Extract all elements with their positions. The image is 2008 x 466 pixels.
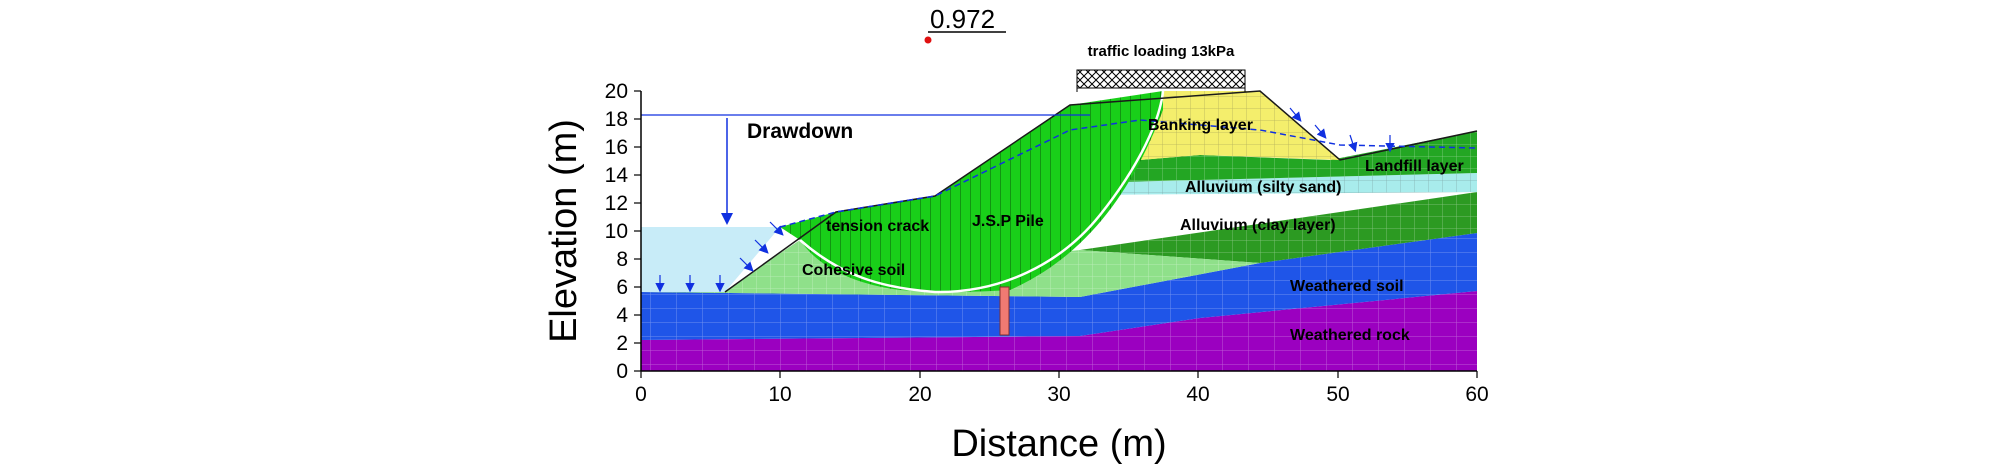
y-tick-label: 16 bbox=[605, 136, 628, 159]
x-axis-tick-labels: 0 10 20 30 40 50 60 bbox=[635, 383, 1489, 406]
drawdown-label: Drawdown bbox=[747, 120, 853, 143]
ground-surface bbox=[724, 90, 1478, 293]
x-axis-title: Distance (m) bbox=[951, 423, 1166, 465]
y-tick-label: 8 bbox=[616, 248, 628, 271]
banking-layer bbox=[1140, 91, 1340, 160]
y-tick-label: 0 bbox=[616, 360, 628, 383]
jsp-pile bbox=[999, 286, 1010, 336]
slip-centre-point bbox=[924, 36, 932, 44]
traffic-loading-label: traffic loading 13kPa bbox=[1088, 43, 1235, 60]
landfill-layer-label: Landfill layer bbox=[1365, 158, 1464, 175]
x-tick-label: 30 bbox=[1047, 383, 1070, 406]
alluvium-sand-label: Alluvium (silty sand) bbox=[1185, 179, 1341, 196]
factor-of-safety-label: 0.972 bbox=[930, 4, 995, 34]
slip-mass bbox=[780, 90, 1165, 294]
y-tick-label: 4 bbox=[616, 304, 628, 327]
weathered-soil-layer bbox=[641, 233, 1477, 340]
y-tick-label: 6 bbox=[616, 276, 628, 299]
y-axis-tick-labels: 0 2 4 6 8 10 12 14 16 18 20 bbox=[605, 80, 629, 383]
alluvium-clay-layer bbox=[1080, 192, 1477, 263]
y-tick-label: 18 bbox=[605, 108, 628, 131]
banking-layer-label: Banking layer bbox=[1148, 117, 1253, 134]
jsp-pile-label: J.S.P Pile bbox=[972, 213, 1044, 230]
weathered-soil-label: Weathered soil bbox=[1290, 278, 1404, 295]
cohesive-soil-label: Cohesive soil bbox=[802, 262, 905, 279]
x-axis-ticks bbox=[640, 371, 1478, 378]
x-tick-label: 40 bbox=[1186, 383, 1209, 406]
landfill-layer bbox=[1120, 131, 1477, 182]
y-axis-ticks bbox=[634, 90, 641, 372]
alluvium-clay-label: Alluvium (clay layer) bbox=[1180, 217, 1336, 234]
weathered-rock-layer bbox=[641, 291, 1477, 371]
traffic-load bbox=[1076, 69, 1246, 92]
x-tick-label: 10 bbox=[768, 383, 791, 406]
weathered-rock-label: Weathered rock bbox=[1290, 327, 1410, 344]
phreatic-line bbox=[779, 119, 1478, 228]
alluvium-sand-layer bbox=[1080, 173, 1477, 195]
y-tick-label: 10 bbox=[605, 220, 628, 243]
y-tick-label: 2 bbox=[616, 332, 628, 355]
x-tick-label: 60 bbox=[1465, 383, 1488, 406]
y-tick-label: 14 bbox=[605, 164, 629, 187]
drawdown-water bbox=[641, 227, 780, 292]
x-tick-label: 0 bbox=[635, 383, 647, 406]
x-tick-label: 20 bbox=[908, 383, 931, 406]
water-pressure-arrows bbox=[655, 107, 1395, 293]
y-tick-label: 20 bbox=[605, 80, 628, 103]
y-axis-title: Elevation (m) bbox=[543, 119, 585, 343]
x-tick-label: 50 bbox=[1326, 383, 1349, 406]
y-tick-label: 12 bbox=[605, 192, 628, 215]
tension-crack-label: tension crack bbox=[826, 218, 929, 235]
